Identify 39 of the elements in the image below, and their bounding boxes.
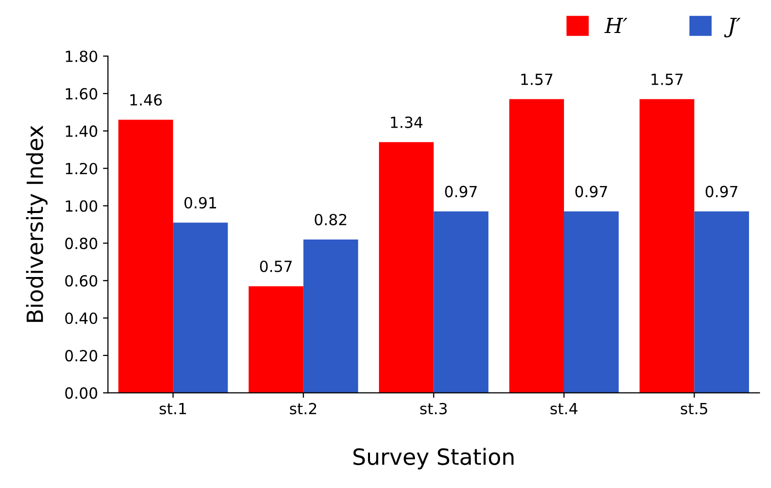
bar	[118, 120, 174, 393]
data-label: 0.91	[184, 196, 216, 209]
y-axis-title: Biodiversity Index	[26, 126, 48, 322]
y-tick-label: 0.00	[65, 387, 98, 399]
bar	[303, 239, 358, 393]
x-tick-label: st.2	[290, 402, 316, 414]
bar	[509, 99, 564, 393]
data-label: 0.82	[314, 214, 346, 226]
y-tick-label: 1.60	[66, 88, 98, 100]
data-label: 1.57	[652, 74, 683, 86]
data-label: 0.97	[445, 186, 477, 198]
x-tick-label: st.1	[160, 403, 186, 414]
bar	[173, 222, 228, 393]
y-tick-label: 0.40	[65, 312, 98, 324]
x-axis-title: Survey Station	[353, 448, 514, 470]
data-label: 0.97	[575, 186, 608, 198]
bar	[434, 211, 488, 393]
legend-label: J′	[724, 18, 741, 38]
y-tick-label: 0.60	[65, 275, 98, 287]
bar	[694, 211, 750, 393]
data-label: 1.46	[130, 94, 162, 106]
data-label: 0.97	[706, 186, 738, 198]
bar	[248, 286, 304, 393]
data-label: 0.57	[260, 260, 292, 272]
data-label: 1.34	[390, 116, 422, 128]
bar	[564, 211, 619, 393]
bar	[640, 99, 694, 393]
y-tick-label: 1.00	[66, 200, 98, 212]
x-tick-label: st.4	[550, 403, 578, 414]
y-tick-label: 1.80	[66, 50, 98, 62]
y-tick-label: 0.20	[65, 350, 98, 362]
x-tick-label: st.5	[680, 403, 708, 414]
bar	[378, 142, 434, 393]
legend-label: H′	[604, 18, 628, 34]
y-tick-label: 1.40	[66, 125, 98, 137]
y-tick-label: 0.80	[65, 238, 98, 250]
data-label: 1.57	[521, 74, 552, 86]
y-tick-label: 1.20	[66, 162, 98, 174]
x-tick-label: st.3	[420, 402, 447, 414]
